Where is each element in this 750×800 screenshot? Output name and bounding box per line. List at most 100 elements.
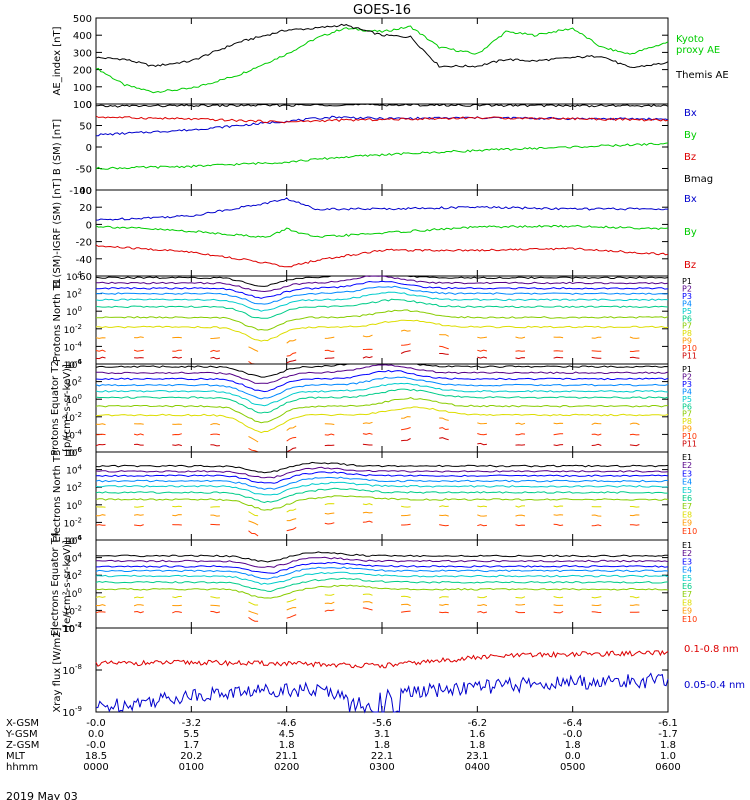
- channel-p9-segment: [362, 421, 373, 424]
- channel-p6-line: [95, 388, 669, 414]
- x-row-label-z-gsm: Z-GSM: [6, 740, 39, 751]
- channel-p9-segment: [210, 337, 220, 339]
- channel-e10-segment: [324, 609, 335, 612]
- channel-e8-segment: [629, 506, 640, 508]
- channel-label-e10: E10: [682, 527, 697, 536]
- series-bmag-line: [95, 103, 669, 108]
- channel-p10-segment: [439, 345, 449, 350]
- channel-e1-line: [95, 461, 669, 474]
- channel-p10-segment: [286, 352, 297, 357]
- y-tick-label: 200: [73, 66, 92, 77]
- x-row-value: 1.6: [469, 729, 485, 740]
- y-tick-label: 10-7: [62, 621, 82, 635]
- x-row-value: 1.8: [660, 740, 676, 751]
- channel-p9-segment: [324, 423, 335, 425]
- y-axis-units: [p/(cm²-s-sr-keV)]: [62, 364, 73, 452]
- channel-e5-line: [95, 571, 669, 585]
- channel-label-e6: E6: [682, 494, 692, 503]
- channel-label-p8: P8: [682, 329, 692, 338]
- y-axis-label: Electrons North T3: [52, 449, 63, 542]
- channel-e9-segment: [477, 603, 488, 607]
- channel-e9-segment: [515, 603, 526, 606]
- series-bz-line: [95, 244, 669, 268]
- channel-p9-segment: [95, 423, 106, 426]
- channel-e9-segment: [629, 514, 640, 517]
- y-tick-label: 100: [66, 499, 82, 512]
- x-row-value: 1.8: [374, 740, 390, 751]
- channel-label-p4: P4: [682, 299, 692, 308]
- channel-e8-segment: [134, 505, 144, 508]
- channel-e10-segment: [553, 610, 564, 614]
- channel-e10-segment: [401, 610, 411, 613]
- channel-p11-segment: [134, 443, 144, 446]
- channel-e9-segment: [439, 514, 449, 517]
- channel-p9-segment: [248, 346, 259, 352]
- channel-p11-segment: [172, 356, 182, 359]
- date-label: 2019 May 03: [6, 790, 78, 800]
- channel-p10-segment: [401, 343, 411, 346]
- channel-e9-segment: [324, 601, 335, 605]
- channel-e9-segment: [591, 514, 602, 517]
- channel-label-p10: P10: [682, 432, 697, 441]
- channel-e10-segment: [439, 611, 449, 614]
- channel-p9-segment: [629, 422, 640, 426]
- x-row-value: 4.5: [279, 729, 295, 740]
- channel-e10-segment: [362, 520, 373, 523]
- y-tick-label: -40: [76, 255, 92, 266]
- channel-p11-segment: [95, 443, 106, 447]
- channel-p4-line: [96, 285, 669, 305]
- channel-p11-segment: [210, 356, 221, 360]
- channel-p11-segment: [591, 443, 602, 446]
- x-row-value: -1.7: [658, 729, 678, 740]
- legend-label: Themis AE: [675, 70, 729, 81]
- channel-p9-segment: [591, 336, 602, 339]
- channel-e8-segment: [439, 505, 449, 508]
- channel-e8-segment: [439, 596, 449, 599]
- channel-p11-segment: [324, 444, 335, 447]
- y-axis-label: B (SM)-IGRF (SM) [nT]: [52, 178, 63, 287]
- channel-label-e6: E6: [682, 582, 692, 591]
- channel-p11-segment: [286, 447, 297, 453]
- channel-e9-segment: [133, 514, 144, 516]
- channel-e8-segment: [629, 596, 640, 599]
- y-axis-units: [e/(cm²-s-sr-keV)]: [62, 540, 73, 628]
- channel-p11-segment: [362, 356, 373, 359]
- channel-e9-segment: [286, 607, 297, 611]
- channel-e9-segment: [133, 604, 144, 607]
- x-row-value: -6.4: [563, 718, 583, 729]
- channel-e8-segment: [553, 596, 564, 599]
- channel-e8-segment: [591, 596, 602, 599]
- channel-p10-segment: [515, 350, 526, 352]
- channel-label-p6: P6: [682, 314, 692, 323]
- channel-e8-segment: [362, 503, 373, 506]
- channel-p5-line: [95, 382, 669, 407]
- channel-label-e8: E8: [682, 510, 692, 519]
- channel-e10-segment: [248, 530, 259, 537]
- channel-label-e9: E9: [682, 607, 692, 616]
- channel-p8-line: [96, 319, 669, 342]
- x-row-value: 1.8: [279, 740, 295, 751]
- channel-label-p8: P8: [682, 417, 692, 426]
- channel-e9-segment: [553, 514, 564, 516]
- channel-e4-line: [95, 476, 669, 490]
- channel-p10-segment: [286, 436, 297, 442]
- y-tick-label: 10-2: [64, 323, 82, 336]
- series-by-line: [95, 224, 669, 238]
- channel-label-p2: P2: [682, 372, 692, 381]
- channel-e7-line: [95, 495, 669, 511]
- plot-title: GOES-16: [353, 3, 411, 18]
- x-row-value: -6.1: [658, 718, 678, 729]
- y-tick-label: 300: [73, 48, 92, 59]
- channel-label-e3: E3: [682, 557, 692, 566]
- channel-label-p9: P9: [682, 425, 692, 434]
- channel-label-e5: E5: [682, 486, 692, 495]
- channel-p10-segment: [629, 350, 640, 353]
- channel-e8-segment: [248, 601, 259, 606]
- channel-p10-segment: [553, 433, 564, 436]
- x-row-value: 3.1: [374, 729, 390, 740]
- channel-p9-segment: [553, 336, 564, 339]
- y-tick-label: 20: [79, 203, 92, 214]
- channel-label-p3: P3: [682, 292, 692, 301]
- channel-e9-segment: [210, 604, 220, 607]
- channel-p11-segment: [362, 443, 373, 446]
